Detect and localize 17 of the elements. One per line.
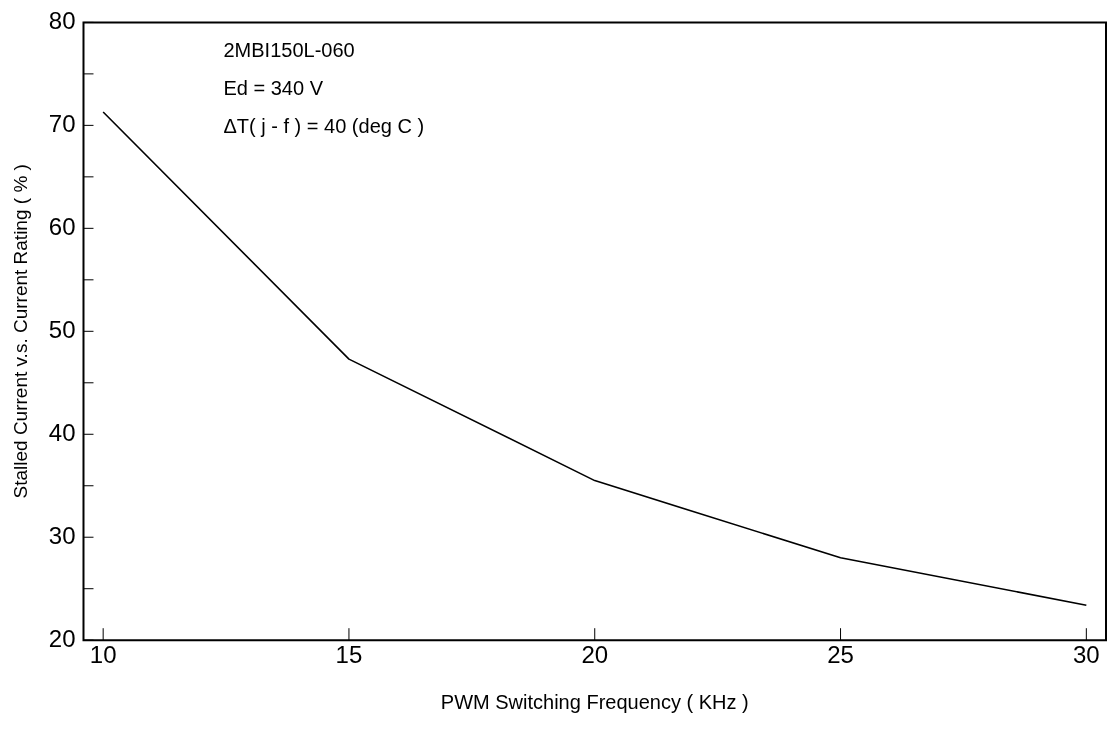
annotation: ΔT( j - f ) = 40 (deg C ) [223,114,425,137]
x-tick-label: 30 [1072,641,1100,669]
y-tick-label: 70 [48,109,76,137]
y-tick-label: 50 [48,315,76,343]
y-tick-label: 40 [48,418,76,446]
y-tick-label: 20 [48,624,76,652]
x-tick-label: 15 [335,641,363,669]
annotation: 2MBI150L-060 [223,38,355,61]
y-tick-label: 30 [48,521,76,549]
x-tick-label: 10 [89,641,117,669]
y-axis-title: Stalled Current v.s. Current Rating ( % ) [9,164,31,499]
y-tick-label: 60 [48,212,76,240]
x-axis-title: PWM Switching Frequency ( KHz ) [440,690,749,713]
x-tick-label: 20 [581,641,609,669]
x-tick-label: 25 [827,641,854,669]
annotation: Ed = 340 V [223,76,324,99]
y-tick-label: 80 [48,7,76,35]
